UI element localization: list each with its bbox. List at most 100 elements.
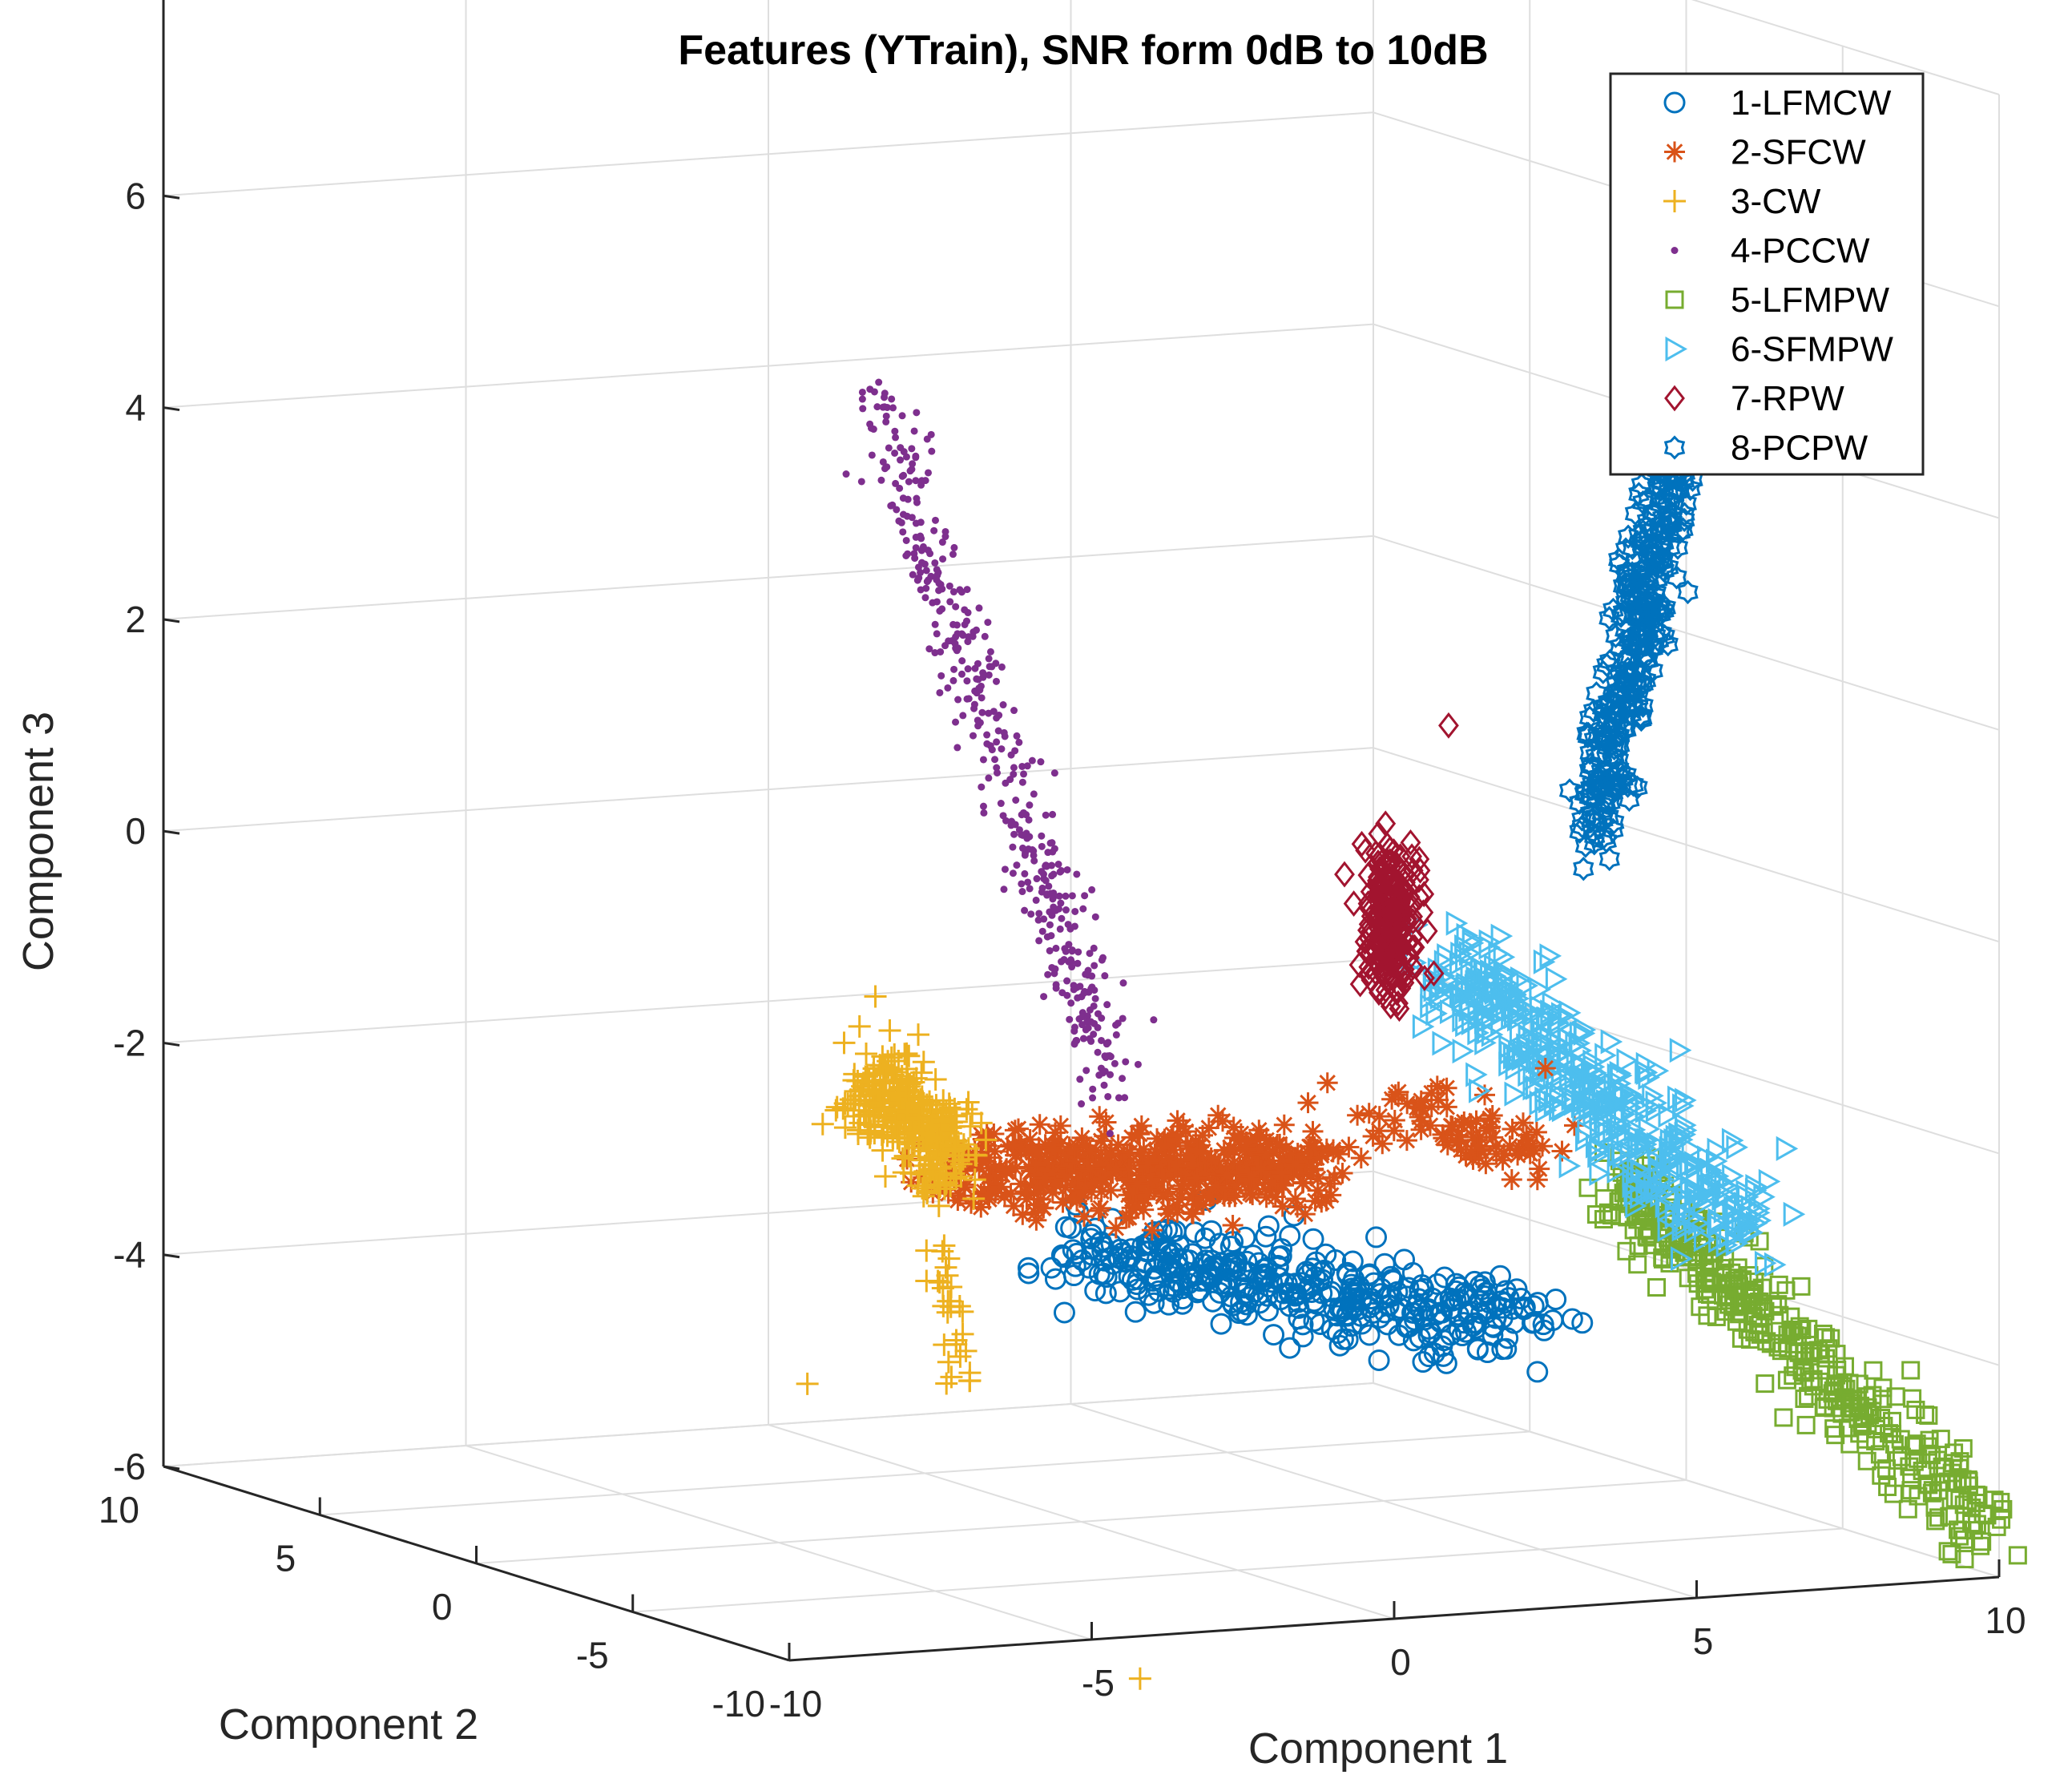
data-point xyxy=(1945,1489,1965,1508)
data-point xyxy=(1502,1297,1524,1320)
data-point xyxy=(1409,845,1430,873)
data-point xyxy=(1642,1083,1664,1108)
data-point xyxy=(1628,1206,1647,1225)
data-point xyxy=(1681,1137,1704,1163)
data-point xyxy=(881,465,889,473)
data-point xyxy=(1504,1081,1527,1107)
data-point xyxy=(1824,1381,1843,1400)
data-point xyxy=(954,1339,978,1362)
data-point xyxy=(1357,861,1379,889)
data-point xyxy=(1873,1390,1893,1409)
data-point xyxy=(1225,1257,1248,1279)
data-point xyxy=(907,1023,930,1047)
data-point xyxy=(1350,1148,1372,1169)
data-point xyxy=(1336,1261,1358,1284)
wall-gridline xyxy=(163,747,1374,833)
data-point xyxy=(990,1176,1012,1198)
data-point xyxy=(1055,1146,1077,1168)
data-point xyxy=(927,1194,950,1217)
data-point xyxy=(1465,1062,1488,1087)
data-point xyxy=(1624,501,1647,526)
data-point xyxy=(1582,1054,1606,1079)
data-point xyxy=(1255,1160,1276,1182)
data-point xyxy=(1205,1176,1227,1198)
data-point xyxy=(1066,1015,1074,1023)
data-point xyxy=(1105,1217,1127,1239)
data-point xyxy=(1112,1031,1120,1039)
data-point xyxy=(1667,535,1689,560)
data-point xyxy=(1526,1361,1549,1383)
data-point xyxy=(950,543,958,551)
data-point xyxy=(917,518,925,526)
data-point xyxy=(1010,830,1018,838)
data-point xyxy=(1652,1167,1675,1192)
data-point xyxy=(1475,1281,1498,1304)
data-point xyxy=(1776,1136,1799,1161)
data-point xyxy=(1084,1024,1092,1032)
data-point xyxy=(1294,1204,1316,1225)
data-point xyxy=(1263,1324,1285,1346)
data-point xyxy=(1602,1205,1622,1224)
data-point xyxy=(1070,1039,1078,1047)
data-point xyxy=(1216,1164,1238,1186)
data-point xyxy=(1401,843,1422,870)
z-tick xyxy=(163,618,180,623)
data-point xyxy=(1570,1093,1594,1119)
data-point xyxy=(1792,1277,1811,1296)
data-point xyxy=(949,588,957,596)
data-point xyxy=(1120,1244,1143,1267)
data-point xyxy=(1272,1150,1294,1172)
data-point xyxy=(1436,1096,1457,1118)
data-point xyxy=(998,663,1006,671)
data-point xyxy=(1181,1243,1203,1265)
data-point xyxy=(1194,1227,1216,1249)
data-point xyxy=(1634,1136,1656,1161)
data-point xyxy=(933,571,941,579)
data-point xyxy=(1933,1457,1952,1476)
data-point xyxy=(1052,1192,1074,1213)
z-tick xyxy=(163,1041,180,1047)
data-point xyxy=(1630,1159,1652,1184)
data-point xyxy=(1623,675,1644,700)
data-point xyxy=(978,783,986,791)
data-point xyxy=(958,657,966,665)
data-point xyxy=(1268,1245,1290,1268)
data-point xyxy=(1595,829,1617,853)
data-point xyxy=(891,449,899,457)
data-point xyxy=(909,460,917,468)
data-point xyxy=(1143,1292,1165,1314)
data-point xyxy=(832,1031,856,1055)
data-point xyxy=(1080,989,1088,997)
data-point xyxy=(1063,865,1071,873)
data-point xyxy=(1578,758,1600,783)
data-point xyxy=(1223,1127,1245,1148)
data-point xyxy=(1617,773,1639,798)
data-point xyxy=(1035,910,1043,918)
data-point xyxy=(1804,1377,1823,1396)
data-point xyxy=(1918,1444,1937,1463)
data-point xyxy=(948,1295,971,1318)
data-point xyxy=(1119,1142,1140,1164)
data-point xyxy=(1603,810,1625,835)
data-point xyxy=(1068,947,1076,955)
data-point xyxy=(1094,1010,1102,1018)
data-point xyxy=(969,632,977,640)
data-point xyxy=(1725,1223,1747,1248)
data-point xyxy=(1481,1105,1503,1126)
data-point xyxy=(1605,776,1627,801)
data-point xyxy=(1955,1530,1974,1549)
data-point xyxy=(1046,921,1054,929)
data-point xyxy=(985,774,993,782)
data-point xyxy=(985,655,993,663)
data-point xyxy=(933,1177,956,1200)
data-point xyxy=(1872,1409,1891,1428)
data-point xyxy=(1026,1166,1048,1187)
data-point xyxy=(1223,1116,1244,1138)
data-point xyxy=(953,744,961,752)
data-point xyxy=(1018,844,1026,852)
data-point xyxy=(1649,538,1671,563)
data-point xyxy=(855,1042,878,1065)
data-point xyxy=(1441,1115,1463,1137)
data-point xyxy=(935,579,943,587)
data-point xyxy=(943,1097,966,1120)
